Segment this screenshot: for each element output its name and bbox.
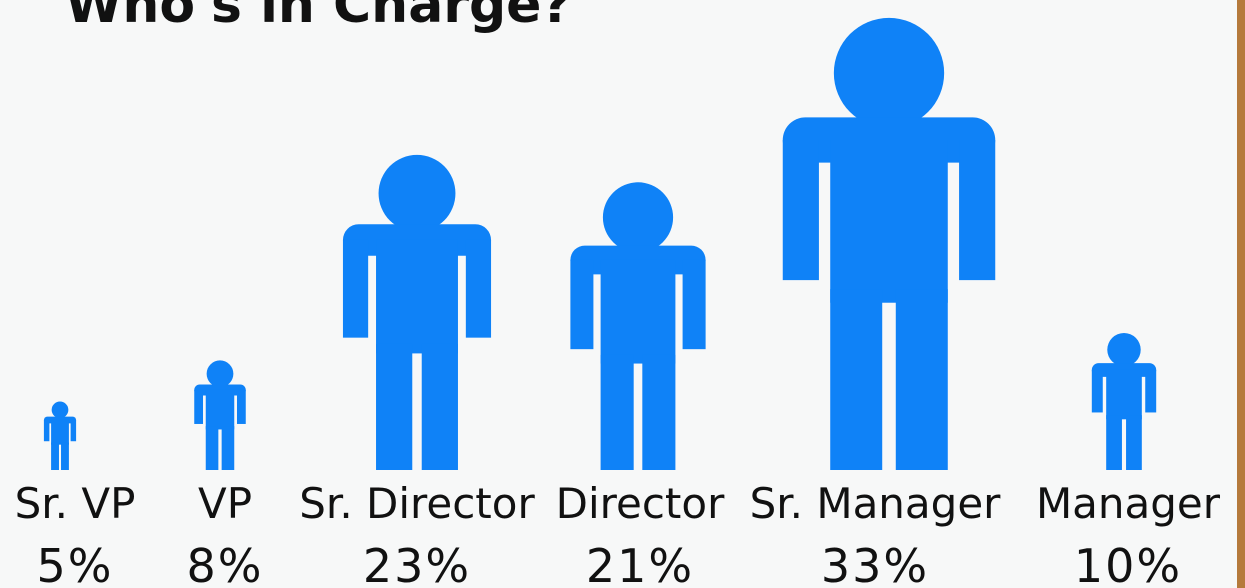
category-label: Director	[556, 479, 725, 528]
icon-part	[1091, 369, 1103, 413]
person-icon	[782, 17, 996, 470]
category-label: Manager	[1036, 479, 1221, 528]
icon-head	[833, 17, 945, 129]
icon-part	[376, 343, 413, 470]
icon-head	[206, 360, 234, 388]
icon-part	[1126, 415, 1142, 470]
value-label: 10%	[1074, 539, 1182, 588]
person-icon	[43, 401, 77, 470]
chart-title: Who's in Charge?	[65, 0, 572, 35]
icon-part	[221, 426, 235, 470]
icon-part	[376, 239, 458, 354]
icon-part	[600, 259, 676, 364]
value-label: 23%	[363, 539, 471, 588]
icon-part	[1106, 415, 1122, 470]
icon-part	[51, 419, 69, 445]
icon-head	[51, 401, 69, 419]
person-icon	[194, 360, 246, 470]
icon-part	[61, 442, 69, 470]
icon-part	[642, 354, 676, 470]
person-icon	[570, 182, 706, 470]
icon-part	[600, 354, 634, 470]
icon-part	[1145, 369, 1157, 413]
icon-part	[830, 289, 883, 470]
icon-part	[1106, 369, 1142, 420]
edge-strip	[1237, 0, 1245, 588]
icon-part	[421, 343, 458, 470]
icon-part	[205, 426, 219, 470]
icon-part	[51, 442, 59, 470]
value-label: 8%	[187, 539, 264, 588]
icon-head	[378, 154, 456, 232]
value-label: 5%	[37, 539, 114, 588]
person-icon	[1091, 333, 1157, 470]
category-label: VP	[198, 479, 252, 528]
icon-part	[830, 139, 948, 303]
icon-part	[70, 419, 77, 442]
category-label: Sr. VP	[15, 479, 136, 528]
icon-head	[1107, 333, 1141, 367]
icon-part	[205, 389, 235, 430]
icon-part	[465, 239, 492, 338]
icon-part	[782, 139, 819, 281]
icon-part	[194, 389, 204, 424]
category-label: Sr. Manager	[750, 479, 1002, 528]
icon-head	[602, 182, 674, 253]
icon-part	[895, 289, 948, 470]
value-label: 21%	[586, 539, 694, 588]
category-label: Sr. Director	[299, 479, 535, 528]
icon-part	[236, 389, 246, 424]
value-label: 33%	[821, 539, 929, 588]
icon-part	[959, 139, 996, 281]
icon-part	[43, 419, 50, 442]
icon-part	[682, 259, 706, 350]
person-icon	[342, 154, 492, 470]
icon-part	[570, 259, 594, 350]
icon-part	[342, 239, 369, 338]
